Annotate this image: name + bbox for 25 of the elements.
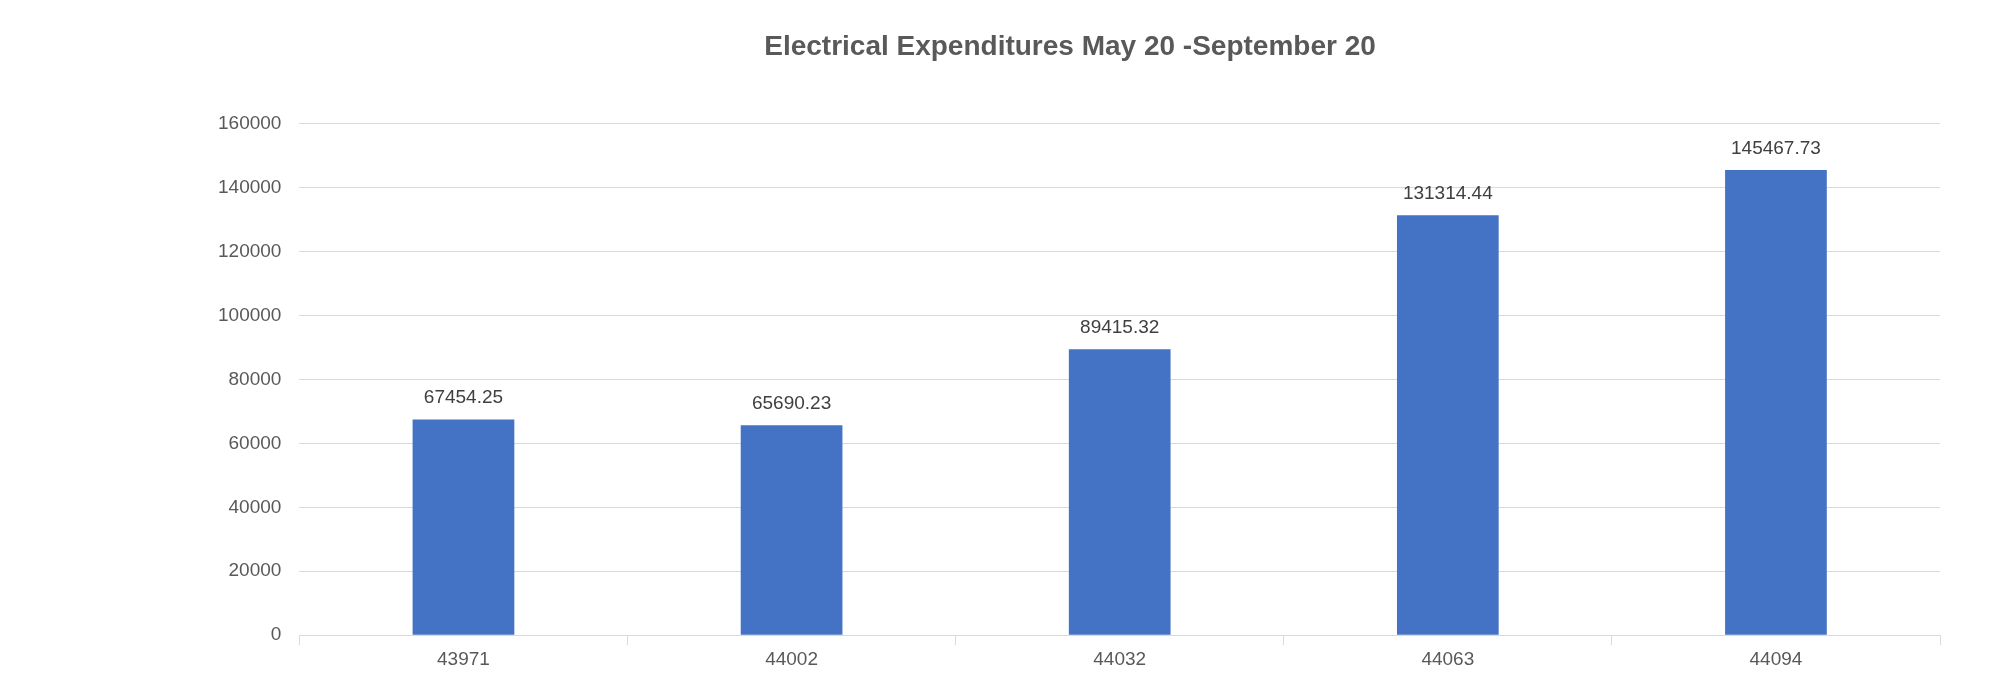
y-tick-label: 160000: [218, 111, 282, 133]
bar: [1725, 170, 1827, 635]
x-tick-label: 44063: [1421, 647, 1475, 669]
data-label: 131314.44: [1402, 182, 1494, 204]
x-tick-label: 44032: [1093, 647, 1147, 669]
x-tick-label: 43971: [437, 647, 490, 669]
bar: [1068, 349, 1171, 635]
y-tick-label: 140000: [218, 175, 282, 197]
y-tick-label: 60000: [228, 431, 282, 453]
data-label: 65690.23: [751, 391, 832, 413]
y-tick-label: 20000: [228, 559, 282, 581]
chart-title: Electrical Expenditures May 20 -September 20: [764, 29, 1376, 61]
y-tick-label: 100000: [218, 303, 282, 325]
data-label: 67454.25: [423, 386, 504, 408]
x-tick-label: 44094: [1749, 647, 1803, 669]
x-tick-label: 44002: [765, 647, 818, 669]
data-label: 89415.32: [1080, 316, 1160, 338]
y-tick-label: 40000: [228, 495, 282, 517]
bar: [740, 425, 843, 635]
y-tick-label: 0: [270, 623, 282, 645]
data-label: 145467.73: [1731, 136, 1821, 158]
bar: [412, 419, 515, 635]
bar: [1396, 215, 1499, 635]
y-tick-label: 80000: [228, 367, 282, 389]
y-tick-label: 120000: [218, 239, 282, 261]
